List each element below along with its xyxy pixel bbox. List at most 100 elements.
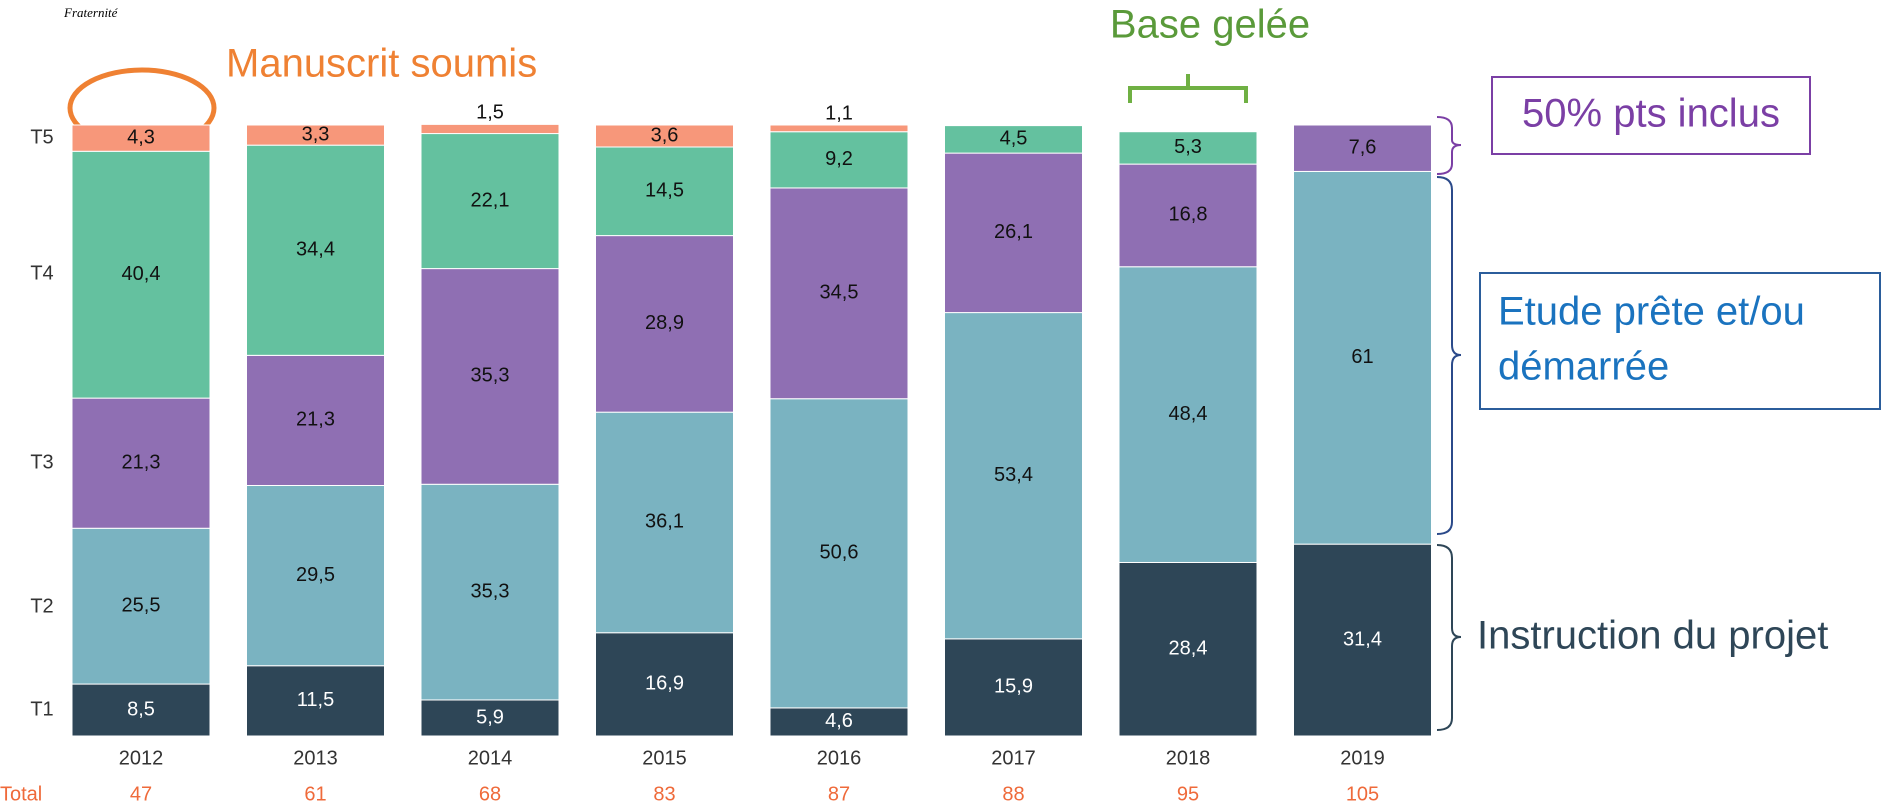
annotation: Base gelée: [1110, 3, 1310, 47]
bar-segment: [1118, 163, 1258, 268]
annotation: Etude prête et/ou: [1498, 290, 1805, 334]
bar-segment: [769, 187, 909, 400]
row-label: T2: [30, 595, 53, 617]
bar-segment: [769, 124, 909, 133]
row-label: T5: [30, 126, 53, 148]
data-label: 8,5: [127, 698, 155, 720]
bar-segment: [420, 133, 560, 270]
data-label: 7,6: [1349, 136, 1377, 158]
x-tick-label: 2019: [1340, 747, 1385, 769]
data-label: 36,1: [645, 511, 684, 533]
bar-segment: [595, 124, 734, 148]
data-label: 3,3: [302, 123, 330, 145]
bar-segment: [769, 131, 909, 189]
bar-segment: [595, 632, 734, 737]
x-tick-label: 2015: [642, 747, 687, 769]
data-label: 34,5: [820, 282, 859, 304]
bar-segment: [595, 235, 734, 413]
data-label: 35,3: [471, 365, 510, 387]
bar-segment: [420, 483, 560, 701]
x-tick-label: 2012: [119, 747, 164, 769]
data-label: 48,4: [1169, 403, 1208, 425]
bar-segment: [246, 665, 385, 737]
total-value: 61: [304, 783, 326, 805]
total-value: 68: [479, 783, 501, 805]
bar-segment: [420, 699, 560, 737]
row-label: T1: [30, 698, 53, 720]
data-label: 21,3: [296, 409, 335, 431]
x-tick-label: 2013: [293, 747, 338, 769]
data-label: 3,6: [651, 124, 679, 146]
x-tick-label: 2018: [1166, 747, 1211, 769]
data-label: 34,4: [296, 239, 335, 261]
x-tick-label: 2014: [468, 747, 513, 769]
data-label: 53,4: [994, 464, 1033, 486]
data-label: 35,3: [471, 580, 510, 602]
data-label: 1,1: [825, 102, 853, 124]
bar-segment: [595, 411, 734, 634]
annotation: Manuscrit soumis: [226, 42, 537, 86]
bar-segment: [944, 125, 1083, 154]
total-value: 47: [130, 783, 152, 805]
data-label: 4,5: [1000, 128, 1028, 150]
bar-segment: [944, 638, 1083, 737]
bar-segment: [71, 683, 211, 737]
data-label: 9,2: [825, 148, 853, 170]
bar-segment: [769, 398, 909, 709]
bar-segment: [1293, 124, 1432, 172]
bar-segment: [420, 268, 560, 485]
bar-segment: [420, 123, 560, 135]
bar-segment: [246, 144, 385, 356]
bar-segment: [71, 397, 211, 529]
x-tick-label: 2017: [991, 747, 1036, 769]
data-label: 40,4: [122, 263, 161, 285]
data-label: 26,1: [994, 221, 1033, 243]
data-label: 1,5: [476, 102, 504, 124]
bar-segment: [1293, 170, 1432, 545]
data-label: 50,6: [820, 542, 859, 564]
brace: [1128, 74, 1248, 103]
bar-segment: [595, 146, 734, 237]
data-label: 11,5: [297, 689, 334, 711]
bar-segment: [71, 527, 211, 685]
bar-segment: [1293, 543, 1432, 737]
brace: [1436, 544, 1462, 731]
total-value: 88: [1002, 783, 1024, 805]
data-label: 16,8: [1169, 204, 1208, 226]
annotation: 50% pts inclus: [1522, 92, 1780, 136]
bar-segment: [246, 124, 385, 146]
annotation: démarrée: [1498, 345, 1669, 389]
data-label: 15,9: [994, 676, 1033, 698]
row-label: T4: [30, 262, 53, 284]
bar-segment: [944, 152, 1083, 314]
bar-segment: [246, 484, 385, 667]
annotation-box: [1479, 272, 1881, 410]
brace: [1436, 176, 1462, 535]
data-label: 28,4: [1169, 638, 1208, 660]
bar-segment: [71, 124, 211, 152]
data-label: 22,1: [471, 189, 510, 211]
bar-segment: [246, 354, 385, 486]
data-label: 5,3: [1174, 136, 1202, 158]
data-label: 28,9: [645, 312, 684, 334]
data-label: 25,5: [122, 594, 161, 616]
bar-segment: [944, 312, 1083, 640]
row-label: T3: [30, 451, 53, 473]
bar-segment: [1118, 266, 1258, 563]
data-label: 21,3: [122, 451, 161, 473]
data-label: 14,5: [645, 180, 684, 202]
data-label: 29,5: [296, 564, 335, 586]
total-label: Total: [0, 783, 42, 805]
total-value: 95: [1177, 783, 1199, 805]
data-label: 4,6: [825, 710, 853, 732]
total-value: 83: [653, 783, 675, 805]
x-tick-label: 2016: [817, 747, 862, 769]
header-text: Fraternité: [63, 5, 119, 20]
bar-segment: [1118, 561, 1258, 737]
data-label: 61: [1351, 346, 1373, 368]
bar-segment: [71, 150, 211, 399]
total-value: 87: [828, 783, 850, 805]
annotation: Instruction du projet: [1477, 614, 1828, 658]
total-value: 105: [1346, 783, 1379, 805]
data-label: 31,4: [1343, 628, 1382, 650]
